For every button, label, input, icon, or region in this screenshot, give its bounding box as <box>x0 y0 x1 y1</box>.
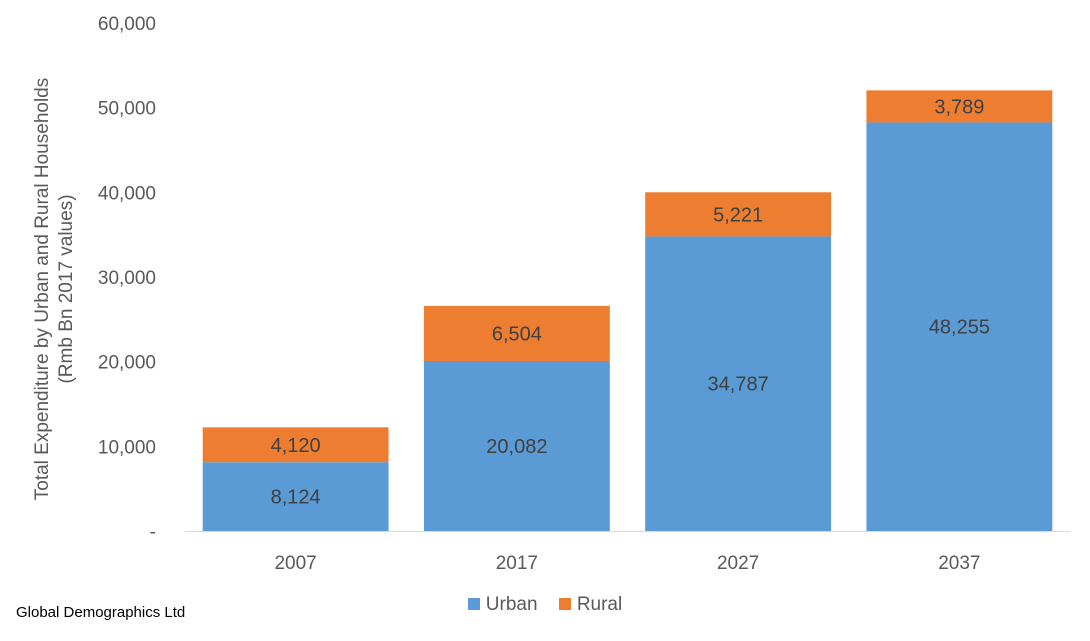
x-tick-label: 2027 <box>717 553 759 574</box>
data-label-rural-2007: 4,120 <box>271 435 321 457</box>
y-tick-label: 60,000 <box>98 14 156 35</box>
bar-urban-2007 <box>202 462 389 531</box>
y-tick-label: 10,000 <box>98 437 156 458</box>
data-label-rural-2017: 6,504 <box>492 323 542 345</box>
legend: Urban Rural <box>0 594 1090 616</box>
bar-rural-2017 <box>423 305 610 361</box>
legend-label-urban: Urban <box>485 594 538 615</box>
data-label-urban-2037: 48,255 <box>929 317 990 339</box>
data-label-urban-2007: 8,124 <box>271 487 321 509</box>
legend-item-urban: Urban <box>467 594 538 616</box>
legend-item-rural: Rural <box>558 594 623 616</box>
y-tick-label: 30,000 <box>98 268 156 289</box>
y-axis-ticks: - 10,000 20,000 30,000 40,000 50,000 60,000 <box>98 14 156 543</box>
y-tick-label: 20,000 <box>98 353 156 374</box>
x-tick-label: 2017 <box>496 553 538 574</box>
legend-swatch-urban <box>467 598 480 610</box>
bar-urban-2037 <box>866 122 1053 531</box>
y-tick-label: 50,000 <box>98 99 156 120</box>
bar-urban-2027 <box>645 236 832 531</box>
data-label-urban-2027: 34,787 <box>708 374 769 396</box>
data-label-rural-2037: 3,789 <box>934 96 984 118</box>
source-credit: Global Demographics Ltd <box>16 604 186 621</box>
bar-rural-2027 <box>645 192 832 237</box>
bar-rural-2007 <box>202 427 389 463</box>
data-label-urban-2017: 20,082 <box>486 436 547 458</box>
y-tick-label: 40,000 <box>98 183 156 204</box>
y-axis-label-units: (Rmb Bn 2017 values) <box>56 194 77 383</box>
bar-urban-2017 <box>423 360 610 531</box>
data-label-rural-2027: 5,221 <box>713 204 763 226</box>
stacked-bar-chart: - 10,000 20,000 30,000 40,000 50,000 60,000 8,… <box>32 14 1070 574</box>
legend-label-rural: Rural <box>576 594 623 615</box>
x-axis-ticks: 2007 2017 2027 2037 <box>274 553 980 574</box>
y-axis-label: Total Expenditure by Urban and Rural Hou… <box>32 78 53 500</box>
x-tick-label: 2037 <box>938 553 980 574</box>
legend-swatch-rural <box>558 598 571 610</box>
bars: 8,124 4,120 20,082 6,504 34,787 5,221 48,255 3,… <box>202 90 1053 531</box>
y-tick-label: - <box>150 522 156 543</box>
x-tick-label: 2007 <box>274 553 316 574</box>
bar-rural-2037 <box>866 90 1053 123</box>
